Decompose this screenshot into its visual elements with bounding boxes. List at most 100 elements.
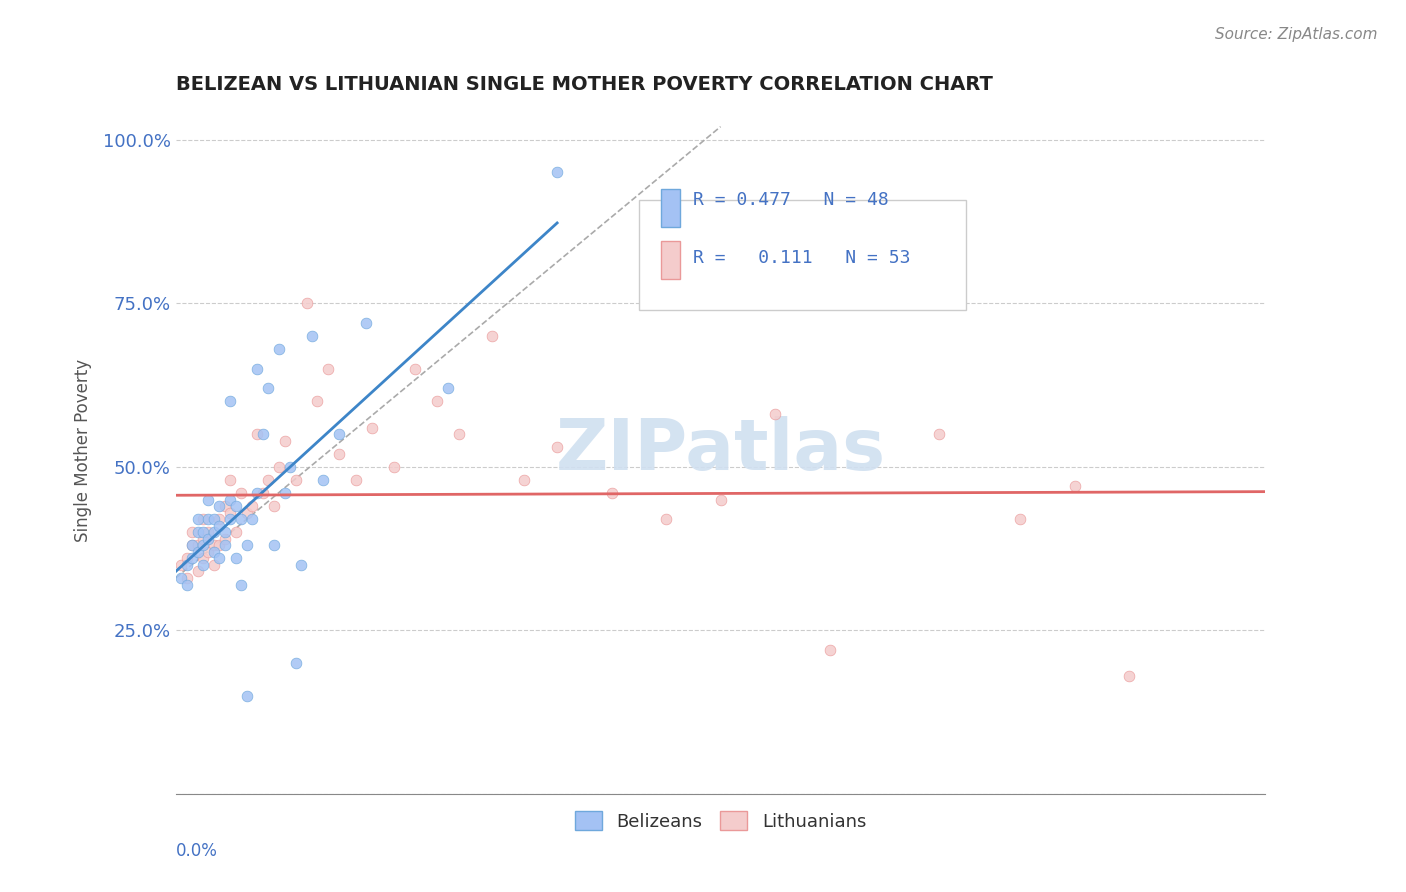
Point bbox=[1063, 479, 1085, 493]
Point bbox=[600, 486, 623, 500]
Point bbox=[202, 538, 225, 552]
Point bbox=[176, 571, 198, 585]
Point bbox=[197, 545, 219, 559]
Point bbox=[214, 532, 236, 546]
Point bbox=[176, 577, 198, 591]
Point bbox=[269, 342, 291, 356]
Point bbox=[481, 329, 503, 343]
Point bbox=[546, 165, 568, 179]
Point bbox=[191, 532, 214, 546]
Point bbox=[405, 361, 427, 376]
Text: R = 0.477   N = 48: R = 0.477 N = 48 bbox=[693, 191, 889, 209]
Point bbox=[344, 473, 367, 487]
Point bbox=[181, 538, 204, 552]
Point bbox=[186, 512, 209, 526]
Point bbox=[328, 427, 350, 442]
Point bbox=[318, 361, 340, 376]
Point bbox=[197, 532, 219, 546]
Point bbox=[208, 538, 231, 552]
Point bbox=[235, 506, 257, 520]
Point bbox=[655, 512, 678, 526]
Point bbox=[214, 499, 236, 513]
Point bbox=[240, 499, 263, 513]
Point bbox=[328, 447, 350, 461]
Point bbox=[170, 558, 193, 572]
Point bbox=[186, 538, 209, 552]
Point bbox=[197, 512, 219, 526]
Point bbox=[197, 525, 219, 540]
Point bbox=[186, 525, 209, 540]
Point bbox=[191, 558, 214, 572]
Point bbox=[818, 643, 841, 657]
Point bbox=[307, 394, 329, 409]
FancyBboxPatch shape bbox=[638, 200, 966, 310]
Point bbox=[382, 459, 405, 474]
Point bbox=[235, 689, 257, 703]
Point bbox=[208, 518, 231, 533]
Point bbox=[202, 558, 225, 572]
Point bbox=[240, 512, 263, 526]
Point bbox=[513, 473, 536, 487]
Point bbox=[928, 427, 950, 442]
Point bbox=[252, 427, 274, 442]
Point bbox=[274, 434, 297, 448]
Point bbox=[191, 538, 214, 552]
Point bbox=[176, 551, 198, 566]
Point bbox=[360, 420, 382, 434]
Legend: Belizeans, Lithuanians: Belizeans, Lithuanians bbox=[565, 803, 876, 839]
Point bbox=[181, 525, 204, 540]
Point bbox=[246, 427, 269, 442]
Text: R =   0.111   N = 53: R = 0.111 N = 53 bbox=[693, 249, 911, 267]
Point bbox=[181, 551, 204, 566]
Point bbox=[208, 551, 231, 566]
Point bbox=[284, 473, 307, 487]
Point bbox=[219, 394, 242, 409]
Point bbox=[1010, 512, 1032, 526]
Text: Source: ZipAtlas.com: Source: ZipAtlas.com bbox=[1215, 27, 1378, 42]
Point bbox=[257, 381, 280, 395]
Point bbox=[447, 427, 470, 442]
Point bbox=[202, 545, 225, 559]
Point bbox=[246, 486, 269, 500]
Point bbox=[208, 499, 231, 513]
Point bbox=[191, 525, 214, 540]
Point bbox=[202, 512, 225, 526]
FancyBboxPatch shape bbox=[661, 241, 681, 278]
Point bbox=[202, 525, 225, 540]
Point bbox=[225, 499, 247, 513]
Text: ZIPatlas: ZIPatlas bbox=[555, 416, 886, 485]
Point bbox=[278, 459, 301, 474]
Point bbox=[1118, 669, 1140, 683]
Point bbox=[269, 459, 291, 474]
Point bbox=[231, 512, 253, 526]
Point bbox=[263, 499, 285, 513]
Point bbox=[219, 473, 242, 487]
Point bbox=[710, 492, 733, 507]
Point bbox=[252, 486, 274, 500]
Point bbox=[295, 296, 318, 310]
Point bbox=[312, 473, 335, 487]
Point bbox=[284, 656, 307, 670]
Point bbox=[219, 492, 242, 507]
Point bbox=[235, 538, 257, 552]
Point bbox=[191, 551, 214, 566]
Point bbox=[214, 525, 236, 540]
Point bbox=[225, 551, 247, 566]
Point bbox=[437, 381, 460, 395]
Point bbox=[246, 361, 269, 376]
FancyBboxPatch shape bbox=[661, 189, 681, 227]
Point bbox=[301, 329, 323, 343]
Point bbox=[219, 512, 242, 526]
Text: BELIZEAN VS LITHUANIAN SINGLE MOTHER POVERTY CORRELATION CHART: BELIZEAN VS LITHUANIAN SINGLE MOTHER POV… bbox=[176, 75, 993, 95]
Point bbox=[257, 473, 280, 487]
Point bbox=[197, 492, 219, 507]
Point bbox=[356, 316, 378, 330]
Point bbox=[546, 440, 568, 454]
Point bbox=[231, 577, 253, 591]
Point bbox=[191, 512, 214, 526]
Point bbox=[170, 571, 193, 585]
Y-axis label: Single Mother Poverty: Single Mother Poverty bbox=[73, 359, 91, 542]
Point bbox=[290, 558, 312, 572]
Point bbox=[219, 506, 242, 520]
Point bbox=[274, 486, 297, 500]
